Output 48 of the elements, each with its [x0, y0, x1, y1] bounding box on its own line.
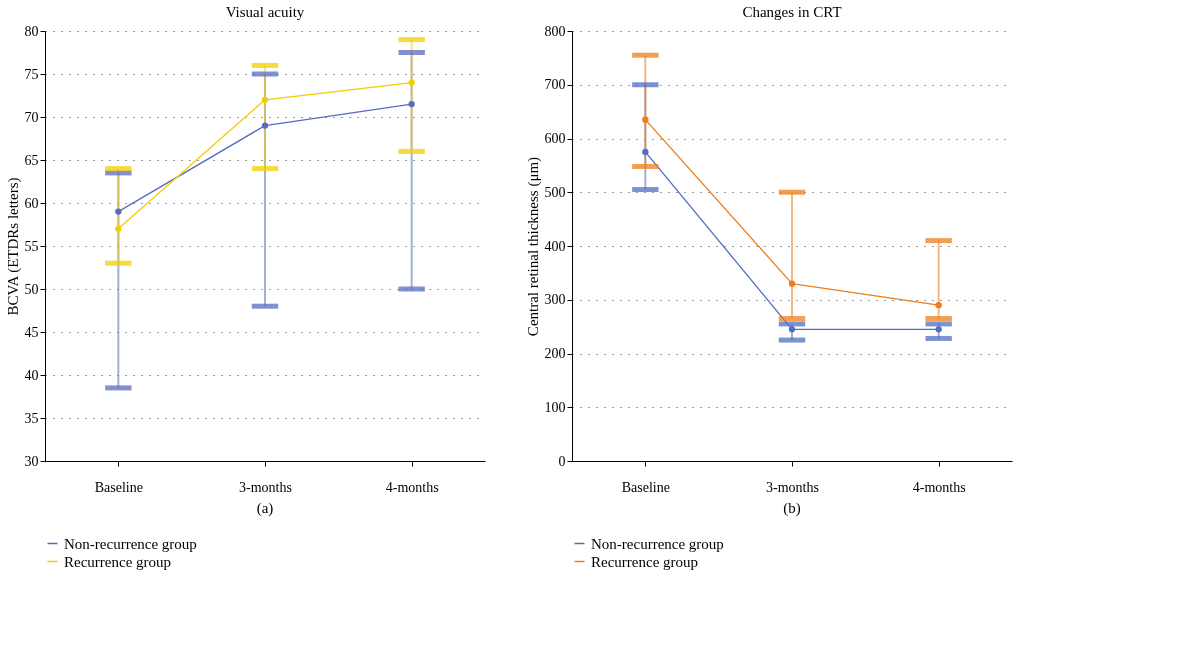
x-tick-label: 3-months — [766, 479, 819, 495]
chart-title: Visual acuity — [225, 4, 305, 20]
y-tick-label: 50 — [24, 281, 39, 297]
y-tick-label: 600 — [544, 131, 566, 146]
point — [408, 100, 415, 108]
y-tick-label: 300 — [544, 292, 566, 308]
legend-label: Non-recurrence group — [591, 535, 724, 552]
x-tick-label: Baseline — [94, 479, 143, 495]
y-tick-label: 80 — [24, 23, 39, 39]
legend-label: Recurrence group — [591, 553, 699, 570]
y-tick-label: 60 — [24, 195, 39, 211]
y-tick-label: 100 — [544, 399, 566, 415]
y-tick-label: 75 — [24, 66, 39, 82]
point — [408, 79, 415, 86]
point — [935, 301, 942, 309]
point — [642, 148, 649, 156]
legend-label: Recurrence group — [64, 553, 172, 570]
point — [261, 122, 269, 129]
text: (b) — [783, 500, 801, 517]
y-tick-label: 200 — [544, 346, 566, 361]
y-tick-label: 800 — [544, 23, 566, 39]
y-tick-label: 700 — [544, 77, 566, 93]
y-tick-label: 30 — [24, 453, 39, 469]
point — [115, 208, 122, 215]
point — [261, 96, 269, 103]
point — [642, 116, 649, 123]
point — [788, 326, 796, 333]
x-tick-label: 4-months — [385, 479, 439, 495]
y-tick-label: 65 — [24, 152, 39, 168]
y-tick-label: 400 — [544, 238, 566, 254]
y-axis-title: BCVA (ETDRs letters) — [4, 177, 22, 316]
y-tick-label: 500 — [544, 184, 566, 200]
y-tick-label: 35 — [24, 410, 39, 426]
x-tick-label: 4-months — [912, 479, 966, 495]
point — [788, 280, 796, 287]
y-tick-label: 0 — [558, 453, 566, 469]
legend-label: Non-recurrence group — [64, 535, 197, 552]
x-tick-label: Baseline — [621, 479, 670, 495]
text: (a) — [256, 500, 274, 517]
y-tick-label: 40 — [24, 367, 39, 383]
y-axis-title: Central retinal thickness (μm) — [524, 156, 542, 337]
x-tick-label: 3-months — [239, 479, 292, 495]
point — [935, 326, 942, 333]
y-tick-label: 55 — [24, 238, 39, 254]
chart-title: Changes in CRT — [742, 4, 842, 20]
y-tick-label: 45 — [24, 324, 39, 340]
point — [115, 225, 122, 232]
y-tick-label: 70 — [24, 109, 39, 125]
